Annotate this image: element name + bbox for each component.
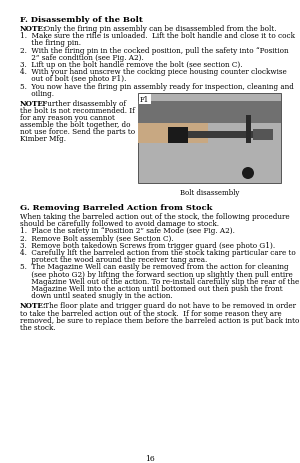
Text: down until seated snugly in the action.: down until seated snugly in the action.	[20, 292, 172, 300]
Text: should be carefully followed to avoid damage to stock.: should be carefully followed to avoid da…	[20, 220, 219, 228]
Text: G. Removing Barreled Action from Stock: G. Removing Barreled Action from Stock	[20, 204, 212, 212]
Text: to take the barreled action out of the stock.  If for some reason they are: to take the barreled action out of the s…	[20, 309, 282, 317]
Text: not use force. Send the parts to: not use force. Send the parts to	[20, 128, 135, 136]
Text: the firing pin.: the firing pin.	[20, 39, 81, 47]
Text: 3.  Remove both takedown Screws from trigger guard (see photo G1).: 3. Remove both takedown Screws from trig…	[20, 241, 275, 249]
Text: NOTE:: NOTE:	[20, 25, 46, 33]
Text: out of bolt (see photo F1).: out of bolt (see photo F1).	[20, 75, 126, 83]
Text: the stock.: the stock.	[20, 323, 56, 332]
Text: 2.  Remove Bolt assembly (see Section C).: 2. Remove Bolt assembly (see Section C).	[20, 234, 174, 242]
Text: the bolt is not recommended. If: the bolt is not recommended. If	[20, 107, 135, 115]
Text: 1.  Make sure the rifle is unloaded.  Lift the bolt handle and close it to cock: 1. Make sure the rifle is unloaded. Lift…	[20, 32, 295, 40]
Text: F1: F1	[140, 96, 149, 104]
Text: NOTE:: NOTE:	[20, 302, 46, 310]
Text: Further disassembly of: Further disassembly of	[40, 100, 126, 108]
Text: (see photo G2) by lifting the forward section up slightly then pull entire: (see photo G2) by lifting the forward se…	[20, 270, 293, 278]
Bar	[253, 130, 273, 141]
Bar	[246, 116, 251, 144]
Circle shape	[242, 168, 254, 180]
Text: 16: 16	[145, 454, 155, 462]
Text: oiling.: oiling.	[20, 90, 54, 98]
Text: When taking the barreled action out of the stock, the following procedure: When taking the barreled action out of t…	[20, 213, 290, 220]
Text: 4.  With your hand unscrew the cocking piece housing counter clockwise: 4. With your hand unscrew the cocking pi…	[20, 68, 287, 76]
Bar	[173, 131, 273, 139]
Text: The floor plate and trigger guard do not have to be removed in order: The floor plate and trigger guard do not…	[42, 302, 296, 310]
Text: 5.  You now have the firing pin assembly ready for inspection, cleaning and: 5. You now have the firing pin assembly …	[20, 82, 294, 90]
Text: Bolt disassembly: Bolt disassembly	[180, 188, 239, 197]
Text: F. Disassembly of the Bolt: F. Disassembly of the Bolt	[20, 16, 143, 24]
Text: 3.  Lift up on the bolt handle remove the bolt (see section C).: 3. Lift up on the bolt handle remove the…	[20, 61, 242, 69]
Text: 1.  Place the safety in “Position 2” safe Mode (see Fig. A2).: 1. Place the safety in “Position 2” safe…	[20, 227, 235, 235]
Text: removed, be sure to replace them before the barreled action is put back into: removed, be sure to replace them before …	[20, 316, 299, 324]
Text: 4.  Carefully lift the barreled action from the stock taking particular care to: 4. Carefully lift the barreled action fr…	[20, 249, 296, 257]
Text: 2” safe condition (see Fig. A2).: 2” safe condition (see Fig. A2).	[20, 54, 144, 62]
Text: Magazine Well out of the action. To re-install carefully slip the rear of the: Magazine Well out of the action. To re-i…	[20, 277, 299, 285]
Text: for any reason you cannot: for any reason you cannot	[20, 114, 115, 122]
Text: Only the firing pin assembly can be disassembled from the bolt.: Only the firing pin assembly can be disa…	[42, 25, 277, 33]
Text: protect the wood around the receiver tang area.: protect the wood around the receiver tan…	[20, 256, 207, 263]
Bar	[138, 94, 281, 184]
Text: NOTE:: NOTE:	[20, 100, 46, 108]
Text: 5.  The Magazine Well can easily be removed from the action for cleaning: 5. The Magazine Well can easily be remov…	[20, 263, 289, 271]
Text: assemble the bolt together, do: assemble the bolt together, do	[20, 121, 130, 129]
Text: Magazine Well into the action until bottomed out then push the front: Magazine Well into the action until bott…	[20, 284, 283, 292]
Polygon shape	[138, 102, 208, 144]
Polygon shape	[138, 102, 281, 124]
Bar	[168, 128, 188, 144]
Text: 2.  With the firing pin in the cocked position, pull the safety into “Position: 2. With the firing pin in the cocked pos…	[20, 46, 289, 55]
Text: Kimber Mfg.: Kimber Mfg.	[20, 135, 66, 143]
